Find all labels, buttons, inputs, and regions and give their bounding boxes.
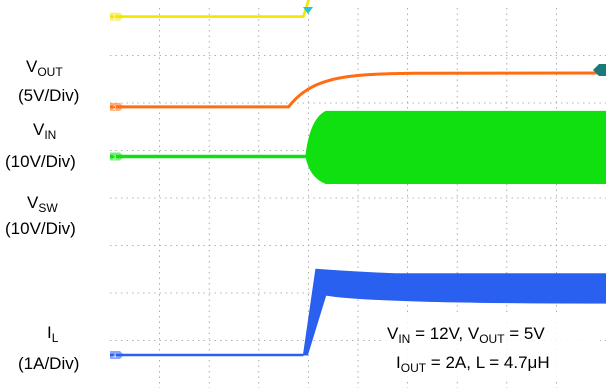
channel-markers: 1 2 3 4 (110, 12, 124, 360)
waveforms (110, 0, 606, 357)
cond-vin-value: = 12V, (410, 324, 468, 343)
cond-vin-main: V (387, 324, 399, 343)
il-ground-marker-shape (110, 351, 124, 359)
il-trace-band (302, 268, 606, 356)
vout-ground-marker-label: 1 (113, 16, 117, 22)
vin-label-main: V (33, 120, 45, 139)
cond-iout-sub: OUT (401, 361, 427, 375)
il-ground-marker: 4 (110, 351, 124, 360)
vin-label: VIN (33, 120, 56, 142)
cond-unit: H (537, 353, 549, 372)
vout-label: VOUT (26, 57, 63, 79)
vout-scale: (5V/Div) (18, 86, 79, 105)
cond-vout-sub: OUT (479, 332, 505, 346)
offscreen-channel-arrow (593, 64, 606, 76)
conditions-line-2: IOUT = 2A, L = 4.7μH (396, 353, 550, 375)
cond-vout-main: V (468, 324, 480, 343)
il-label-main: I (47, 323, 52, 342)
vsw-scale: (10V/Div) (5, 219, 76, 238)
vin-scale: (10V/Div) (5, 152, 76, 171)
vsw-trace-band (305, 110, 606, 185)
vout-label-sub: OUT (37, 65, 63, 79)
vin-ground-marker-shape (110, 102, 124, 111)
vout-ground-marker: 1 (110, 12, 124, 22)
vsw-label-main: V (27, 193, 39, 212)
il-label: IL (47, 323, 59, 345)
cond-iout-main: I (396, 353, 401, 372)
cond-vin-sub: IN (398, 332, 410, 346)
cond-vout-value: = 5V (505, 324, 546, 343)
vsw-label: VSW (27, 193, 58, 215)
vsw-ground-marker-label: 3 (113, 155, 117, 161)
il-scale: (1A/Div) (18, 354, 79, 373)
vout-ground-marker-shape (110, 12, 124, 21)
cond-mu: μ (528, 353, 538, 372)
trigger-marker (303, 7, 313, 14)
conditions-backdrop (384, 316, 600, 378)
il-label-sub: L (52, 331, 59, 345)
vin-trace (110, 71, 606, 109)
vsw-ground-marker-shape (110, 152, 124, 161)
vin-ground-marker: 2 (110, 102, 124, 112)
vout-label-main: V (26, 57, 38, 76)
vin-ground-marker-label: 2 (113, 106, 117, 112)
cond-iout-value: = 2A, L = 4.7 (426, 353, 527, 372)
il-ground-marker-label: 4 (113, 354, 117, 360)
conditions-line-1: VIN = 12V, VOUT = 5V (387, 324, 545, 346)
vin-label-sub: IN (44, 128, 56, 142)
vout-trace (110, 0, 311, 18)
vsw-label-sub: SW (38, 201, 58, 215)
vsw-ground-marker: 3 (110, 152, 124, 161)
